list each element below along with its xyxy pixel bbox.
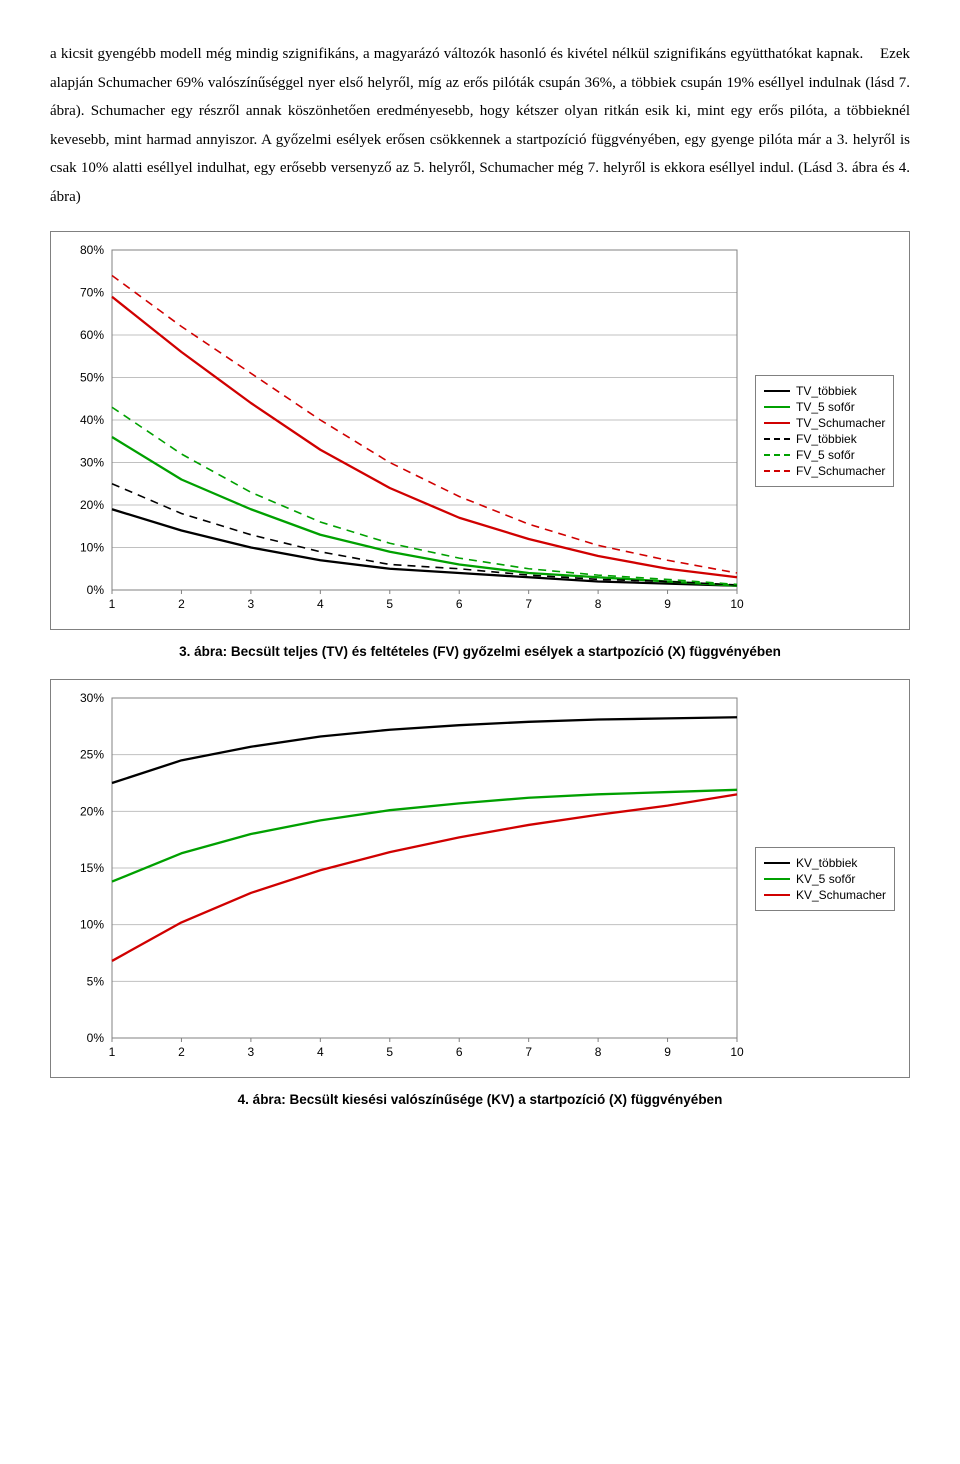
figure-4-legend: KV_többiek KV_5 sofőr KV_Schumacher [755,847,895,911]
body-paragraph: a kicsit gyengébb modell még mindig szig… [50,40,910,211]
legend-label: FV_többiek [796,432,857,446]
figure-4-caption: 4. ábra: Becsült kiesési valószínűsége (… [50,1092,910,1107]
legend-item: TV_Schumacher [764,416,885,430]
svg-text:7: 7 [525,597,532,611]
legend-label: FV_5 sofőr [796,448,855,462]
legend-swatch [764,878,790,880]
legend-item: KV_többiek [764,856,886,870]
svg-text:10: 10 [730,1045,744,1059]
legend-swatch [764,862,790,864]
svg-text:30%: 30% [80,691,104,705]
svg-text:10: 10 [730,597,744,611]
legend-label: TV_Schumacher [796,416,885,430]
svg-text:5%: 5% [87,974,105,988]
svg-text:40%: 40% [80,413,104,427]
svg-text:0%: 0% [87,1031,105,1045]
svg-text:0%: 0% [87,583,105,597]
svg-text:60%: 60% [80,328,104,342]
legend-item: TV_5 sofőr [764,400,885,414]
legend-label: KV_többiek [796,856,857,870]
svg-text:5: 5 [386,1045,393,1059]
svg-text:2: 2 [178,1045,185,1059]
svg-text:70%: 70% [80,286,104,300]
svg-text:2: 2 [178,597,185,611]
svg-text:10%: 10% [80,541,104,555]
legend-item: KV_5 sofőr [764,872,886,886]
svg-text:50%: 50% [80,371,104,385]
figure-4-plot: 0% 5% 10% 15% 20% 25% 30% 1 2 3 4 5 6 7 8 9 10 [57,686,747,1071]
legend-swatch [764,894,790,896]
svg-text:4: 4 [317,1045,324,1059]
legend-item: TV_többiek [764,384,885,398]
legend-label: KV_5 sofőr [796,872,855,886]
legend-swatch [764,438,790,440]
legend-label: FV_Schumacher [796,464,885,478]
legend-swatch [764,470,790,472]
svg-text:15%: 15% [80,861,104,875]
legend-swatch [764,454,790,456]
legend-label: TV_többiek [796,384,857,398]
svg-text:10%: 10% [80,918,104,932]
svg-text:5: 5 [386,597,393,611]
svg-text:30%: 30% [80,456,104,470]
figure-3-container: 0% 10% 20% 30% 40% 50% 60% 70% 80% 1 2 3 4 5 6 7 8 9 10 TV… [50,231,910,630]
svg-text:6: 6 [456,1045,463,1059]
svg-text:80%: 80% [80,243,104,257]
legend-item: FV_többiek [764,432,885,446]
svg-text:20%: 20% [80,498,104,512]
figure-3-plot: 0% 10% 20% 30% 40% 50% 60% 70% 80% 1 2 3 4 5 6 7 8 9 10 [57,238,747,623]
figure-4-container: 0% 5% 10% 15% 20% 25% 30% 1 2 3 4 5 6 7 8 9 10 KV_többie… [50,679,910,1078]
legend-swatch [764,422,790,424]
legend-item: KV_Schumacher [764,888,886,902]
svg-text:20%: 20% [80,804,104,818]
svg-text:8: 8 [595,597,602,611]
legend-label: TV_5 sofőr [796,400,855,414]
figure-3-caption: 3. ábra: Becsült teljes (TV) és feltétel… [50,644,910,659]
svg-text:4: 4 [317,597,324,611]
legend-swatch [764,406,790,408]
svg-text:7: 7 [525,1045,532,1059]
legend-item: FV_Schumacher [764,464,885,478]
legend-swatch [764,390,790,392]
svg-text:9: 9 [664,1045,671,1059]
svg-text:3: 3 [248,1045,255,1059]
svg-text:1: 1 [109,597,116,611]
svg-text:25%: 25% [80,748,104,762]
legend-item: FV_5 sofőr [764,448,885,462]
legend-label: KV_Schumacher [796,888,886,902]
svg-text:6: 6 [456,597,463,611]
svg-text:3: 3 [248,597,255,611]
svg-text:9: 9 [664,597,671,611]
svg-text:8: 8 [595,1045,602,1059]
svg-text:1: 1 [109,1045,116,1059]
figure-3-legend: TV_többiek TV_5 sofőr TV_Schumacher FV_több… [755,375,894,487]
